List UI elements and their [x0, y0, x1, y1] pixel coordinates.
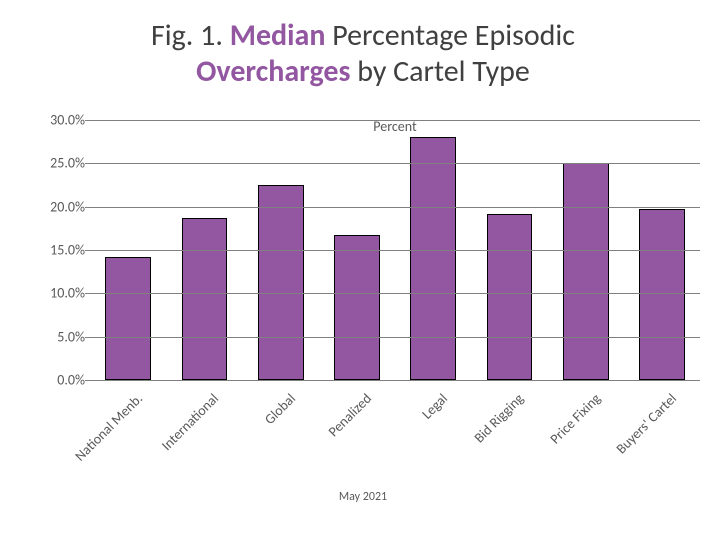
bar	[410, 137, 456, 380]
gridline	[90, 207, 700, 208]
bar	[487, 214, 533, 380]
bar	[334, 235, 380, 380]
y-axis-label: 30.0%	[30, 112, 85, 129]
y-axis-label: 25.0%	[30, 155, 85, 172]
bar	[563, 163, 609, 380]
gridline	[90, 293, 700, 294]
y-tickmark	[85, 250, 90, 251]
title-mid: Percentage Episodic	[325, 17, 575, 54]
chart-title: Fig. 1. Median Percentage Episodic Overc…	[0, 18, 726, 90]
y-axis-label: 5.0%	[30, 328, 85, 345]
bar	[182, 218, 228, 380]
bar	[105, 257, 151, 380]
gridline	[90, 380, 700, 381]
bar	[258, 185, 304, 380]
y-tickmark	[85, 337, 90, 338]
bar	[639, 209, 685, 380]
y-axis-label: 15.0%	[30, 242, 85, 259]
gridline	[90, 337, 700, 338]
y-tickmark	[85, 380, 90, 381]
y-axis-label: 0.0%	[30, 372, 85, 389]
gridline	[90, 163, 700, 164]
footer-date: May 2021	[0, 490, 726, 504]
title-highlight-1: Median	[230, 17, 326, 54]
gridline	[90, 250, 700, 251]
y-axis-label: 10.0%	[30, 285, 85, 302]
title-suffix: by Cartel Type	[350, 53, 529, 90]
plot-area: Percent 0.0%5.0%10.0%15.0%20.0%25.0%30.0…	[90, 120, 700, 380]
gridline	[90, 120, 700, 121]
chart: Percent 0.0%5.0%10.0%15.0%20.0%25.0%30.0…	[30, 120, 710, 440]
y-tickmark	[85, 293, 90, 294]
y-tickmark	[85, 163, 90, 164]
title-highlight-2: Overcharges	[196, 53, 350, 90]
page: Fig. 1. Median Percentage Episodic Overc…	[0, 0, 726, 546]
y-tickmark	[85, 207, 90, 208]
title-prefix: Fig. 1.	[151, 17, 230, 54]
y-tickmark	[85, 120, 90, 121]
y-axis-label: 20.0%	[30, 198, 85, 215]
